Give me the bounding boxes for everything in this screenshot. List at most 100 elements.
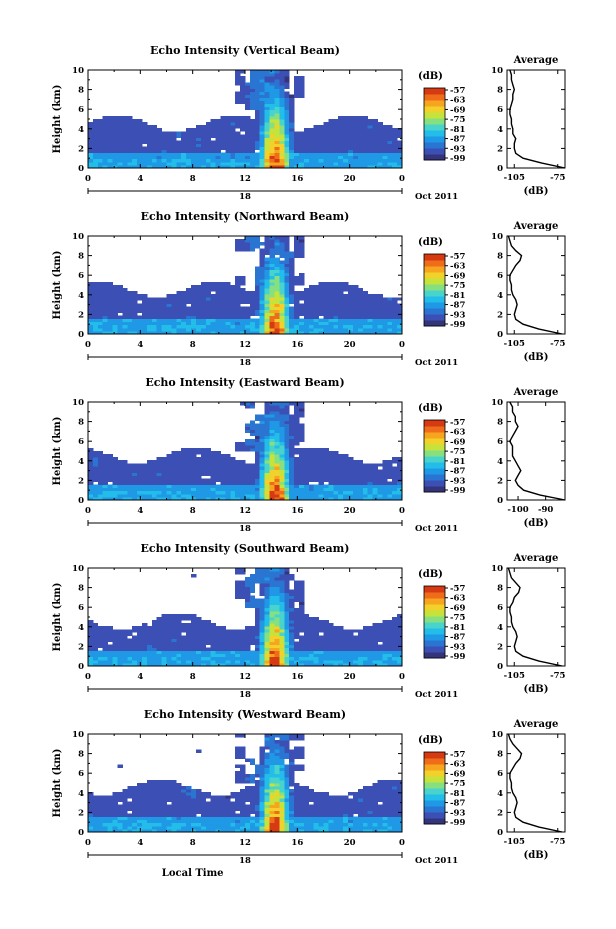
x-tick-label: 16 [291, 174, 303, 184]
heatmap-cell [249, 79, 256, 83]
heatmap-cell [269, 472, 275, 476]
heatmap-cell [97, 158, 104, 163]
heatmap-cell [274, 76, 280, 80]
heatmap-cell [298, 91, 305, 95]
heatmap-cell [215, 460, 221, 464]
heatmap-cell [127, 119, 133, 123]
heatmap-cell [225, 161, 231, 166]
heatmap-cell [274, 405, 280, 409]
average-y-tick-label: 0 [497, 164, 503, 174]
heatmap-cell [352, 466, 359, 470]
heatmap-cell [338, 626, 344, 630]
heatmap-cell [122, 149, 128, 154]
heatmap-cell [298, 644, 305, 649]
heatmap-cell [97, 306, 104, 310]
heatmap-cell [348, 324, 354, 329]
heatmap-cell [264, 122, 270, 126]
heatmap-cell [352, 297, 359, 301]
heatmap-cell [348, 653, 354, 658]
heatmap-cell [279, 91, 285, 95]
heatmap-cell [191, 496, 197, 501]
heatmap-cell [254, 73, 261, 77]
heatmap-cell [181, 454, 187, 458]
heatmap-cell [387, 647, 393, 652]
heatmap-cell [387, 496, 393, 501]
heatmap-cell [392, 321, 398, 326]
heatmap-cell [279, 73, 285, 77]
heatmap-cell [338, 285, 344, 289]
heatmap-cell [318, 647, 324, 652]
heatmap-cell [382, 137, 388, 141]
heatmap-cell [176, 632, 182, 636]
heatmap-cell [328, 659, 334, 664]
heatmap-cell [191, 297, 197, 301]
heatmap-cell [259, 85, 266, 89]
heatmap-cell [127, 315, 133, 320]
heatmap-cell [166, 309, 172, 313]
heatmap-cell [269, 158, 275, 163]
heatmap-cell [348, 318, 354, 323]
heatmap-cell [191, 152, 197, 157]
heatmap-cell [245, 155, 251, 160]
heatmap-cell [249, 85, 256, 89]
heatmap-cell [328, 312, 334, 317]
heatmap-cell [225, 641, 231, 645]
heatmap-cell [151, 158, 158, 163]
heatmap-cell [318, 466, 324, 470]
heatmap-cell [146, 466, 153, 470]
heatmap-cell [338, 291, 344, 295]
heatmap-cell [107, 291, 113, 295]
heatmap-cell [303, 478, 310, 483]
heatmap-cell [318, 137, 324, 141]
heatmap-cell [279, 260, 285, 264]
heatmap-cell [343, 315, 349, 320]
heatmap-cell [245, 321, 251, 326]
heatmap-cell [357, 143, 364, 147]
heatmap-cell [235, 309, 241, 313]
heatmap-cell [289, 128, 295, 132]
heatmap-cell [230, 460, 236, 464]
y-tick-label: 6 [78, 105, 84, 115]
heatmap-cell [235, 288, 241, 292]
heatmap-cell [279, 402, 285, 406]
heatmap-cell [294, 620, 300, 624]
heatmap-cell [382, 466, 388, 470]
heatmap-cell [382, 312, 388, 317]
heatmap-cell [284, 595, 290, 600]
heatmap-cell [269, 659, 275, 664]
heatmap-cell [313, 321, 319, 326]
heatmap [88, 70, 403, 169]
heatmap-cell [92, 161, 99, 166]
heatmap-cell [176, 650, 182, 655]
heatmap-cell [166, 315, 172, 320]
heatmap-cell [225, 650, 231, 655]
heatmap-cell [289, 315, 295, 320]
heatmap-cell [284, 134, 290, 138]
heatmap-cell [191, 131, 197, 135]
heatmap-cell [92, 472, 99, 476]
heatmap-cell [298, 629, 305, 633]
heatmap-cell [200, 644, 207, 649]
heatmap-cell [259, 484, 266, 489]
heatmap-cell [269, 140, 275, 144]
heatmap-cell [298, 487, 305, 492]
colorbar-swatch [424, 308, 445, 315]
heatmap-cell [161, 463, 167, 467]
heatmap-cell [284, 662, 290, 667]
heatmap-cell [240, 463, 246, 467]
heatmap-cell [264, 454, 270, 458]
heatmap-cell [132, 324, 138, 329]
x-tick-label: 0 [85, 340, 91, 350]
heatmap-cell [298, 239, 305, 243]
heatmap-cell [220, 454, 226, 458]
heatmap-cell [323, 146, 329, 151]
heatmap-cell [269, 463, 275, 467]
heatmap-cell [205, 288, 212, 292]
heatmap-cell [166, 137, 172, 141]
heatmap-cell [186, 656, 192, 661]
heatmap-cell [88, 321, 94, 326]
heatmap-cell [176, 309, 182, 313]
heatmap-cell [264, 411, 270, 415]
heatmap-cell [92, 137, 99, 141]
heatmap-cell [372, 478, 378, 483]
